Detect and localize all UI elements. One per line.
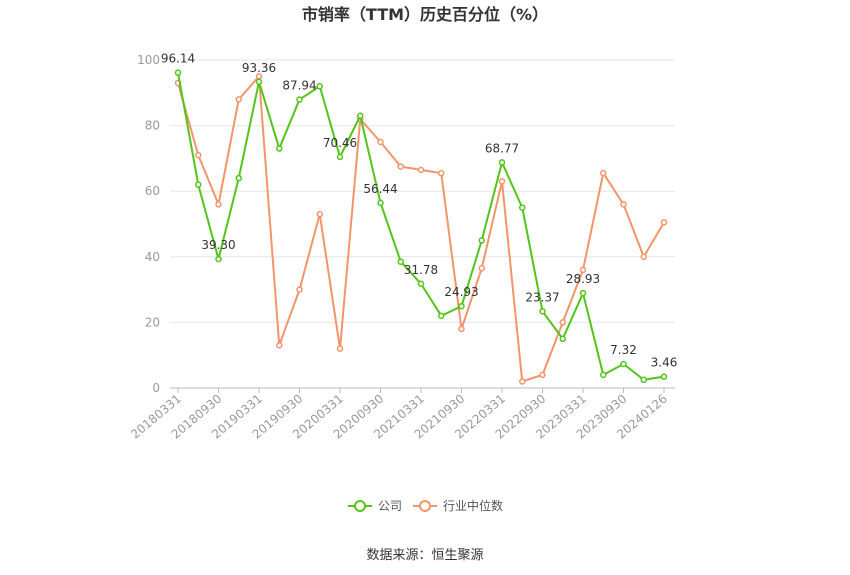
data-point-company: [620, 360, 627, 368]
data-label: 31.78: [404, 263, 438, 277]
data-point-industry: [478, 265, 485, 272]
data-point-company: [519, 204, 526, 211]
data-point-industry: [458, 325, 465, 333]
legend-marker-company: [354, 500, 366, 512]
data-point-company: [539, 308, 546, 315]
data-label: 23.37: [525, 290, 559, 304]
data-point-company: [438, 312, 445, 320]
data-label: 7.32: [610, 343, 637, 357]
data-label: 70.46: [323, 136, 357, 150]
data-point-industry: [498, 178, 506, 185]
data-point-industry: [539, 371, 546, 379]
data-point-company: [215, 255, 222, 263]
data-point-company: [195, 181, 202, 188]
data-point-industry: [316, 210, 323, 218]
data-point-industry: [215, 201, 222, 208]
y-tick-label: 100: [137, 53, 160, 67]
x-axis: 2018033120180930201903312019093020200331…: [128, 387, 675, 442]
data-point-industry: [438, 169, 445, 177]
data-point-company: [498, 159, 506, 166]
data-point-industry: [276, 342, 283, 349]
legend-label-company: 公司: [378, 499, 402, 513]
data-point-industry: [559, 319, 566, 326]
legend-marker-industry: [419, 500, 431, 512]
y-axis: 0 20 40 60 80 100: [137, 53, 160, 395]
data-point-industry: [397, 163, 404, 170]
data-point-industry: [417, 166, 425, 174]
data-point-company: [255, 78, 263, 86]
data-point-company: [458, 302, 465, 310]
data-point-industry: [640, 253, 647, 261]
data-point-industry: [620, 201, 627, 208]
data-point-company: [559, 335, 566, 343]
data-point-company: [296, 96, 303, 103]
data-labels: 96.14 39.30 93.36 87.94 70.46 56.44 31.78 24.93…: [161, 52, 678, 370]
data-label: 87.94: [282, 79, 316, 93]
data-point-industry: [377, 138, 384, 146]
y-tick-label: 80: [145, 119, 160, 133]
data-point-industry: [660, 219, 668, 226]
y-tick-label: 60: [145, 184, 160, 198]
data-point-industry: [235, 96, 242, 103]
data-point-industry: [195, 151, 202, 159]
data-point-company: [417, 280, 425, 288]
data-point-company: [660, 373, 668, 380]
y-tick-label: 20: [145, 315, 160, 329]
data-label: 93.36: [242, 61, 276, 75]
data-point-company: [397, 258, 404, 265]
data-point-company: [276, 145, 283, 152]
data-point-company: [357, 112, 364, 120]
legend-label-industry: 行业中位数: [443, 498, 503, 513]
legend-item-industry[interactable]: 行业中位数: [413, 498, 503, 513]
y-tick-label: 40: [145, 250, 160, 264]
legend: 公司 行业中位数: [348, 498, 503, 513]
data-label: 68.77: [485, 141, 519, 155]
data-point-industry: [336, 345, 344, 352]
data-point-industry: [519, 378, 526, 385]
data-point-company: [579, 289, 587, 297]
y-tick-label: 0: [152, 381, 160, 395]
data-label: 39.30: [201, 238, 235, 252]
data-point-industry: [579, 266, 587, 274]
data-point-industry: [600, 169, 607, 177]
data-point-company: [235, 174, 242, 182]
data-point-company: [600, 371, 607, 379]
series-company: [174, 69, 668, 384]
data-point-company: [174, 69, 182, 76]
data-point-company: [478, 237, 485, 244]
series-industry: [174, 73, 668, 385]
chart-title: 市销率（TTM）历史百分位（%）: [302, 5, 548, 24]
data-point-company: [377, 199, 384, 207]
data-point-company: [316, 82, 323, 90]
legend-item-company[interactable]: 公司: [348, 499, 402, 513]
data-label: 24.93: [444, 285, 478, 299]
series-line-company: [177, 72, 665, 381]
data-point-company: [640, 376, 647, 384]
source-note: 数据来源：恒生聚源: [366, 548, 483, 563]
data-point-industry: [296, 286, 303, 293]
data-label: 28.93: [566, 272, 600, 286]
data-label: 3.46: [651, 356, 678, 370]
data-label: 56.44: [363, 182, 397, 196]
data-label: 96.14: [161, 52, 195, 66]
data-point-company: [336, 153, 344, 161]
